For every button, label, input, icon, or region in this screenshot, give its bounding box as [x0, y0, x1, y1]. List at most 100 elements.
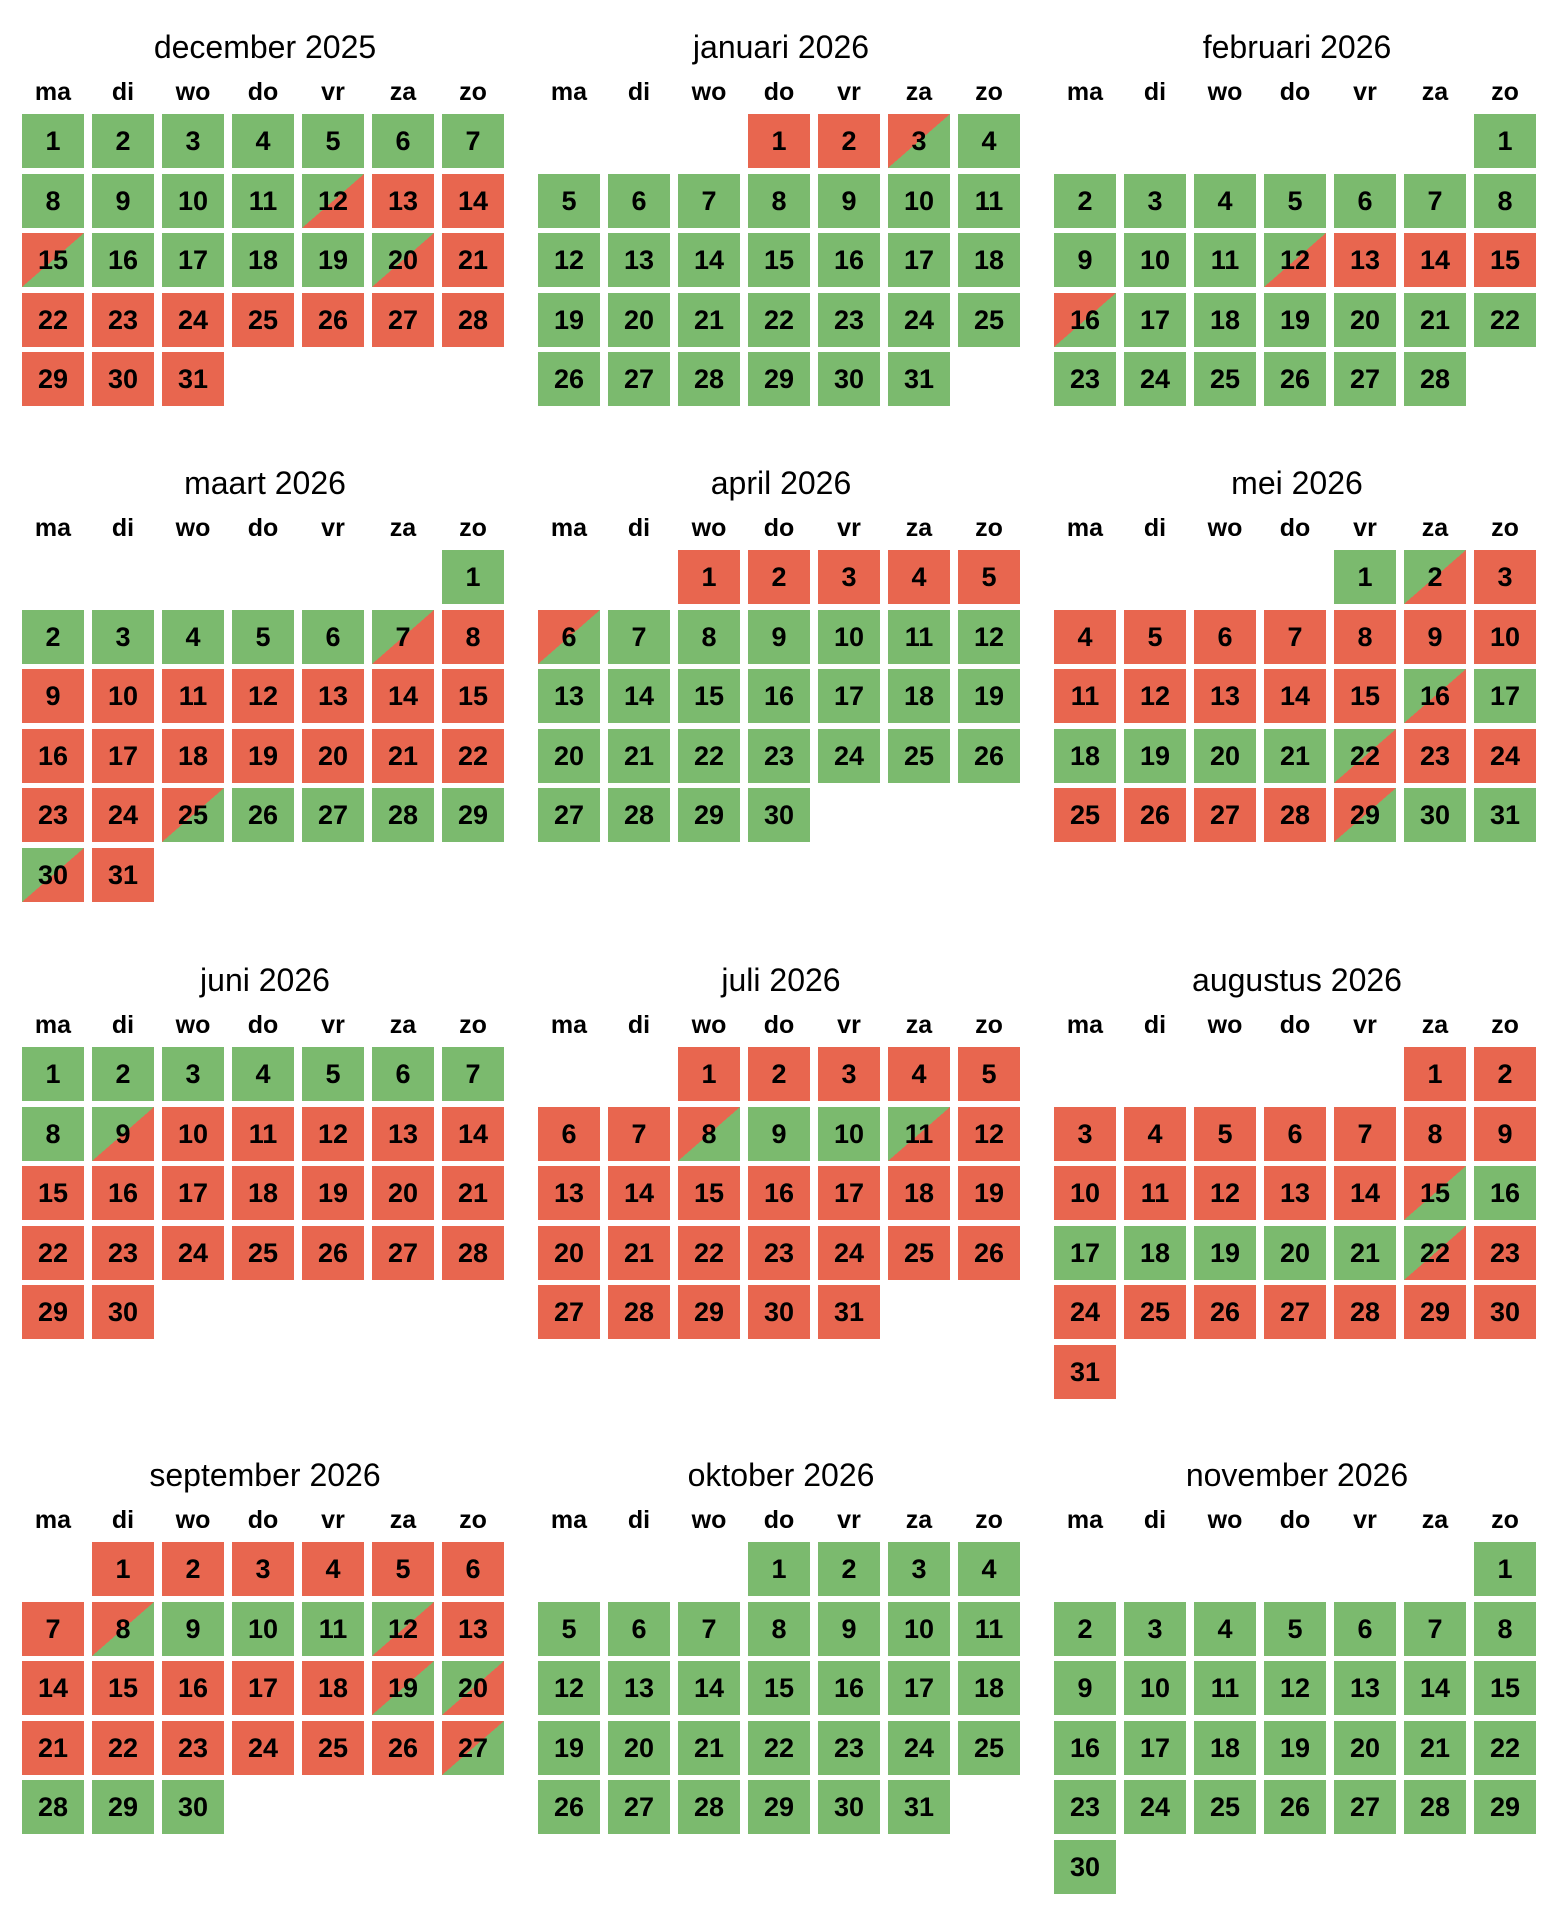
day-cell[interactable]: 21: [1404, 292, 1466, 347]
day-cell[interactable]: 8: [1474, 1601, 1536, 1656]
day-cell[interactable]: 22: [1474, 292, 1536, 347]
day-cell[interactable]: 22: [748, 1720, 810, 1775]
day-cell[interactable]: 10: [1124, 233, 1186, 287]
day-cell[interactable]: 3: [1054, 1106, 1116, 1161]
day-cell[interactable]: 20: [608, 1720, 670, 1775]
day-cell[interactable]: 18: [888, 669, 950, 723]
day-cell[interactable]: 12: [1194, 1166, 1256, 1220]
day-cell[interactable]: 17: [888, 1661, 950, 1715]
day-cell[interactable]: 15: [92, 1661, 154, 1715]
day-cell[interactable]: 8: [748, 1601, 810, 1656]
day-cell[interactable]: 16: [92, 1166, 154, 1220]
day-cell[interactable]: 4: [232, 1047, 294, 1101]
day-cell[interactable]: 2: [1054, 173, 1116, 228]
day-cell[interactable]: 10: [1054, 1166, 1116, 1220]
day-cell[interactable]: 10: [232, 1601, 294, 1656]
day-cell[interactable]: 25: [958, 1720, 1020, 1775]
day-cell[interactable]: 7: [372, 609, 434, 664]
day-cell[interactable]: 9: [748, 1106, 810, 1161]
day-cell[interactable]: 22: [678, 728, 740, 783]
day-cell[interactable]: 29: [678, 1285, 740, 1339]
day-cell[interactable]: 1: [1334, 550, 1396, 604]
day-cell[interactable]: 29: [1334, 788, 1396, 842]
day-cell[interactable]: 6: [1264, 1106, 1326, 1161]
day-cell[interactable]: 11: [1124, 1166, 1186, 1220]
day-cell[interactable]: 1: [1474, 1542, 1536, 1596]
day-cell[interactable]: 23: [92, 1225, 154, 1280]
day-cell[interactable]: 5: [1264, 1601, 1326, 1656]
day-cell[interactable]: 10: [162, 173, 224, 228]
day-cell[interactable]: 8: [442, 609, 504, 664]
day-cell[interactable]: 26: [1264, 352, 1326, 406]
day-cell[interactable]: 27: [608, 1780, 670, 1834]
day-cell[interactable]: 24: [1054, 1285, 1116, 1339]
day-cell[interactable]: 19: [538, 292, 600, 347]
day-cell[interactable]: 18: [232, 1166, 294, 1220]
day-cell[interactable]: 23: [1054, 1780, 1116, 1834]
day-cell[interactable]: 11: [958, 1601, 1020, 1656]
day-cell[interactable]: 19: [302, 233, 364, 287]
day-cell[interactable]: 21: [1264, 728, 1326, 783]
day-cell[interactable]: 28: [442, 1225, 504, 1280]
day-cell[interactable]: 14: [372, 669, 434, 723]
day-cell[interactable]: 19: [1194, 1225, 1256, 1280]
day-cell[interactable]: 23: [22, 788, 84, 842]
day-cell[interactable]: 8: [748, 173, 810, 228]
day-cell[interactable]: 22: [678, 1225, 740, 1280]
day-cell[interactable]: 9: [1054, 233, 1116, 287]
day-cell[interactable]: 14: [442, 173, 504, 228]
day-cell[interactable]: 20: [538, 728, 600, 783]
day-cell[interactable]: 18: [958, 233, 1020, 287]
day-cell[interactable]: 14: [1404, 233, 1466, 287]
day-cell[interactable]: 21: [1404, 1720, 1466, 1775]
day-cell[interactable]: 12: [1124, 669, 1186, 723]
day-cell[interactable]: 16: [162, 1661, 224, 1715]
day-cell[interactable]: 21: [678, 1720, 740, 1775]
day-cell[interactable]: 29: [678, 788, 740, 842]
day-cell[interactable]: 22: [22, 1225, 84, 1280]
day-cell[interactable]: 22: [1474, 1720, 1536, 1775]
day-cell[interactable]: 26: [958, 728, 1020, 783]
day-cell[interactable]: 26: [1264, 1780, 1326, 1834]
day-cell[interactable]: 5: [538, 1601, 600, 1656]
day-cell[interactable]: 27: [302, 788, 364, 842]
day-cell[interactable]: 2: [22, 609, 84, 664]
day-cell[interactable]: 11: [232, 173, 294, 228]
day-cell[interactable]: 13: [372, 173, 434, 228]
day-cell[interactable]: 8: [1334, 609, 1396, 664]
day-cell[interactable]: 11: [888, 609, 950, 664]
day-cell[interactable]: 27: [538, 788, 600, 842]
day-cell[interactable]: 1: [22, 114, 84, 168]
day-cell[interactable]: 21: [608, 1225, 670, 1280]
day-cell[interactable]: 9: [818, 1601, 880, 1656]
day-cell[interactable]: 16: [748, 1166, 810, 1220]
day-cell[interactable]: 13: [302, 669, 364, 723]
day-cell[interactable]: 26: [302, 1225, 364, 1280]
day-cell[interactable]: 19: [372, 1661, 434, 1715]
day-cell[interactable]: 12: [538, 233, 600, 287]
day-cell[interactable]: 9: [162, 1601, 224, 1656]
day-cell[interactable]: 12: [958, 1106, 1020, 1161]
day-cell[interactable]: 7: [22, 1601, 84, 1656]
day-cell[interactable]: 31: [1054, 1344, 1116, 1399]
day-cell[interactable]: 26: [1124, 788, 1186, 842]
day-cell[interactable]: 12: [302, 1106, 364, 1161]
day-cell[interactable]: 2: [92, 1047, 154, 1101]
day-cell[interactable]: 16: [92, 233, 154, 287]
day-cell[interactable]: 10: [818, 609, 880, 664]
day-cell[interactable]: 30: [92, 352, 154, 406]
day-cell[interactable]: 21: [608, 728, 670, 783]
day-cell[interactable]: 14: [1404, 1661, 1466, 1715]
day-cell[interactable]: 24: [232, 1720, 294, 1775]
day-cell[interactable]: 26: [538, 1780, 600, 1834]
day-cell[interactable]: 11: [232, 1106, 294, 1161]
day-cell[interactable]: 25: [162, 788, 224, 842]
day-cell[interactable]: 26: [538, 352, 600, 406]
day-cell[interactable]: 15: [1474, 233, 1536, 287]
day-cell[interactable]: 7: [1264, 609, 1326, 664]
day-cell[interactable]: 30: [92, 1285, 154, 1339]
day-cell[interactable]: 4: [302, 1542, 364, 1596]
day-cell[interactable]: 12: [538, 1661, 600, 1715]
day-cell[interactable]: 4: [232, 114, 294, 168]
day-cell[interactable]: 29: [22, 352, 84, 406]
